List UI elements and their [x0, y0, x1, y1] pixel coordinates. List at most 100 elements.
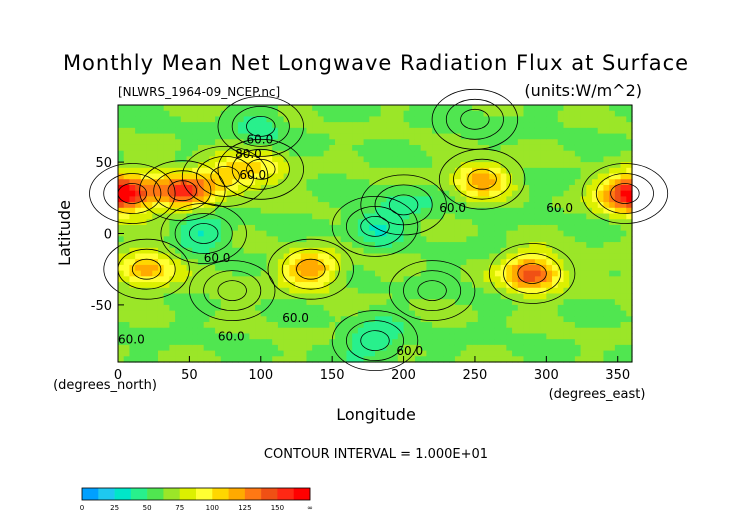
field-cell	[449, 299, 456, 306]
field-cell	[380, 327, 388, 335]
field-cell	[203, 105, 210, 112]
field-cell	[534, 276, 542, 283]
field-cell	[574, 247, 582, 255]
field-cell	[609, 224, 616, 232]
field-cell	[335, 276, 342, 283]
field-cell	[369, 144, 376, 152]
field-cell	[118, 344, 125, 352]
field-cell	[586, 264, 593, 272]
field-cell	[152, 310, 159, 317]
field-cell	[335, 344, 342, 352]
field-cell	[323, 333, 330, 340]
field-cell	[180, 150, 188, 157]
field-cell	[523, 213, 530, 220]
field-cell	[574, 236, 582, 243]
field-cell	[563, 310, 570, 317]
field-cell	[380, 167, 388, 175]
field-cell	[335, 156, 342, 163]
field-cell	[409, 264, 416, 272]
field-cell	[375, 282, 382, 289]
field-cell	[249, 293, 256, 300]
field-cell	[140, 322, 148, 329]
field-cell	[226, 253, 233, 260]
field-cell	[335, 167, 342, 175]
field-cell	[340, 167, 348, 175]
field-cell	[123, 322, 131, 329]
field-cell	[215, 190, 222, 197]
field-cell	[340, 322, 348, 329]
field-cell	[175, 282, 182, 289]
field-cell	[243, 344, 250, 352]
field-cell	[180, 190, 188, 197]
field-cell	[580, 167, 587, 175]
field-cell	[340, 304, 348, 312]
field-cell	[249, 207, 256, 215]
field-cell	[540, 282, 547, 289]
contour-line	[595, 173, 654, 214]
field-cell	[135, 196, 142, 203]
field-cell	[420, 247, 427, 255]
field-cell	[363, 190, 370, 197]
field-cell	[375, 179, 382, 186]
field-cell	[180, 253, 188, 260]
field-cell	[403, 299, 410, 306]
field-cell	[626, 184, 633, 192]
units-label: (units:W/m^2)	[524, 81, 642, 100]
field-cell	[203, 276, 210, 283]
field-cell	[369, 276, 376, 283]
field-cell	[443, 333, 450, 340]
source-filename: [NLWRS_1964-09_NCEP.nc]	[118, 85, 280, 99]
field-cell	[443, 356, 450, 363]
field-cell	[175, 276, 182, 283]
field-cell	[300, 190, 308, 197]
field-cell	[129, 179, 136, 186]
field-cell	[609, 213, 616, 220]
field-cell	[266, 327, 273, 335]
field-cell	[289, 196, 296, 203]
field-cell	[135, 293, 142, 300]
field-cell	[472, 304, 479, 312]
field-cell	[392, 299, 399, 306]
field-cell	[552, 276, 559, 283]
field-cell	[209, 299, 216, 306]
field-cell	[380, 116, 388, 123]
field-cell	[232, 333, 239, 340]
field-cell	[620, 253, 627, 260]
field-cell	[192, 310, 199, 317]
field-cell	[135, 247, 142, 255]
field-cell	[220, 282, 228, 289]
field-cell	[483, 242, 490, 249]
field-cell	[529, 110, 536, 118]
field-cell	[375, 230, 382, 237]
field-cell	[277, 253, 285, 260]
field-cell	[357, 162, 365, 169]
field-cell	[312, 116, 319, 123]
field-cell	[118, 156, 125, 163]
field-cell	[135, 150, 142, 157]
field-cell	[232, 276, 239, 283]
field-cell	[277, 179, 285, 186]
field-cell	[437, 344, 445, 352]
field-cell	[266, 173, 273, 180]
field-cell	[517, 270, 525, 277]
field-cell	[397, 139, 405, 146]
field-cell	[203, 264, 210, 272]
field-cell	[614, 247, 622, 255]
field-cell	[483, 105, 490, 112]
field-cell	[397, 116, 405, 123]
field-cell	[312, 219, 319, 226]
field-cell	[369, 299, 376, 306]
field-cell	[272, 202, 279, 209]
field-cell	[306, 184, 313, 192]
field-cell	[380, 350, 388, 357]
field-cell	[614, 190, 622, 197]
field-cell	[500, 156, 507, 163]
field-cell	[323, 322, 330, 329]
field-cell	[432, 259, 439, 266]
field-cell	[152, 110, 159, 118]
field-cell	[215, 207, 222, 215]
field-cell	[426, 327, 433, 335]
field-cell	[586, 156, 593, 163]
field-cell	[483, 299, 490, 306]
field-cell	[192, 339, 199, 346]
